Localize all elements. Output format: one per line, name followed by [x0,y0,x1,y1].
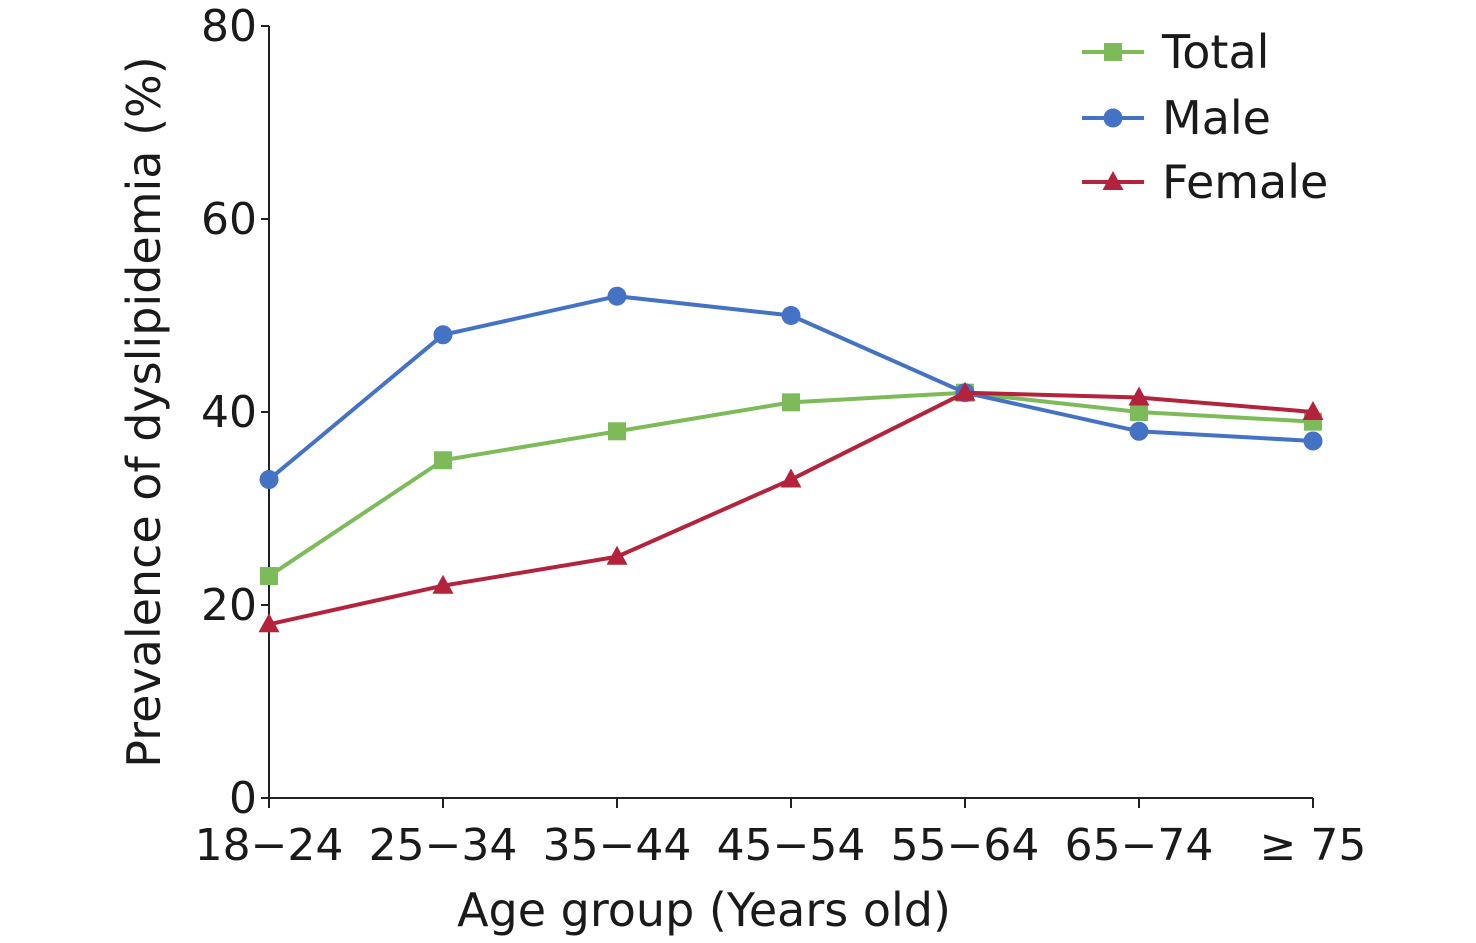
x-tick-label: 65−74 [1065,820,1214,871]
data-point-total [608,422,626,441]
legend-label: Female [1162,155,1328,209]
legend-label: Total [1161,25,1269,79]
data-point-male [781,306,801,325]
x-axis-ticks: 18−24 25−34 35−44 45−54 55−64 65−74 ≥ 75 [195,798,1367,871]
x-tick-label: 45−54 [717,820,866,871]
data-point-male [433,325,453,345]
x-tick-label: ≥ 75 [1260,820,1367,871]
legend-item-female: Female [1082,155,1328,209]
data-point-female [258,613,280,633]
data-point-male [1303,431,1323,451]
legend-marker [1104,43,1122,61]
legend-item-total: Total [1082,25,1269,79]
data-point-total [1130,403,1148,421]
y-tick-label: 0 [229,773,257,824]
data-point-female [1302,401,1324,420]
y-tick-label: 60 [201,194,257,245]
data-point-female [780,468,802,488]
series-male [259,286,1323,490]
legend-item-male: Male [1082,91,1271,145]
data-point-total [782,393,800,412]
legend-marker [1102,171,1124,190]
data-point-male [607,286,627,306]
series-layer [258,286,1324,633]
data-point-total [260,567,278,586]
y-tick-label: 80 [201,1,257,52]
data-point-female [432,574,454,594]
x-tick-label: 55−64 [891,820,1040,871]
x-tick-label: 25−34 [369,820,518,871]
y-tick-label: 40 [201,387,257,438]
x-tick-label: 18−24 [195,820,344,871]
x-tick-label: 35−44 [543,820,692,871]
y-axis-title: Prevalence of dyslipidemia (%) [117,56,171,767]
series-line-female [268,390,1314,627]
data-point-female [1128,386,1150,406]
y-tick-label: 20 [201,580,257,631]
data-point-male [1129,421,1149,441]
legend-label: Male [1162,91,1271,145]
series-female [258,381,1324,633]
chart-legend: Total Male Female [1082,25,1328,209]
data-point-female [606,545,628,565]
data-point-male [259,470,279,490]
data-point-female [954,381,976,401]
legend-marker [1103,108,1123,128]
y-axis-ticks: 0 20 40 60 80 [201,1,269,824]
x-axis-title: Age group (Years old) [457,883,951,937]
data-point-total [434,451,452,470]
